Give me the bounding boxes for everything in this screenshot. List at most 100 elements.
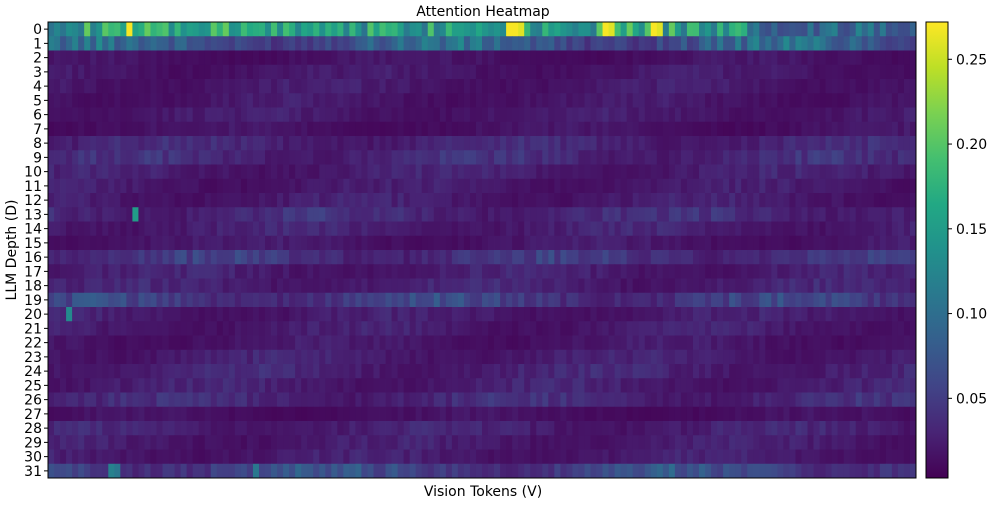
heatmap-cell [759,193,766,208]
heatmap-cell [614,207,622,222]
heatmap-cell [711,150,718,165]
heatmap-cell [614,150,622,165]
heatmap-cell [801,278,808,294]
heatmap-cell [355,349,362,365]
heatmap-cell [572,307,579,322]
heatmap-cell [132,121,139,137]
heatmap-cell [421,136,429,151]
heatmap-cell [307,193,314,208]
heatmap-cell [711,207,718,222]
heatmap-cell [771,93,778,108]
heatmap-cell [216,221,224,237]
heatmap-cell [48,421,55,436]
heatmap-cell [385,278,392,294]
heatmap-cell [674,235,682,251]
heatmap-cell [578,435,585,450]
heatmap-cell [765,79,772,94]
heatmap-cell [114,378,121,393]
heatmap-cell [735,207,742,222]
heatmap-cell [572,278,579,294]
heatmap-cell [650,221,658,237]
heatmap-cell [84,264,91,279]
heatmap-cell [48,364,55,379]
heatmap-cell [313,349,320,365]
heatmap-cell [204,121,212,137]
heatmap-cell [198,449,206,465]
heatmap-cell [258,107,266,123]
heatmap-cell [620,178,628,194]
heatmap-cell [530,150,537,165]
heatmap-cell [699,107,706,123]
heatmap-cell [482,463,489,479]
heatmap-cell [409,449,417,465]
heatmap-cell [48,235,55,251]
heatmap-cell [144,107,151,123]
heatmap-cell [861,22,869,37]
heatmap-cell [578,93,585,108]
heatmap-cell [843,93,851,108]
heatmap-cell [825,335,833,351]
heatmap-cell [891,264,899,279]
heatmap-cell [548,178,555,194]
heatmap-cell [283,307,290,322]
heatmap-cell [331,235,338,251]
heatmap-cell [355,307,362,322]
heatmap-cell [54,392,61,408]
heatmap-cell [367,193,374,208]
heatmap-cell [909,278,917,294]
heatmap-cell [265,364,272,379]
heatmap-cell [632,435,640,450]
heatmap-cell [397,250,405,265]
heatmap-cell [445,164,453,180]
heatmap-cell [578,235,585,251]
heatmap-cell [373,378,380,393]
heatmap-cell [144,121,151,137]
heatmap-cell [542,164,549,180]
heatmap-cell [373,463,380,479]
heatmap-cell [349,463,356,479]
heatmap-cell [855,36,863,51]
heatmap-cell [897,406,905,422]
heatmap-cell [699,50,706,66]
heatmap-cell [415,79,423,94]
heatmap-cell [66,22,73,37]
heatmap-cell [566,50,573,66]
heatmap-cell [72,64,79,80]
heatmap-cell [90,435,97,450]
heatmap-cell [488,321,495,336]
heatmap-cell [355,321,362,336]
heatmap-cell [566,335,573,351]
heatmap-cell [650,136,658,151]
heatmap-cell [240,93,248,108]
heatmap-cell [578,307,585,322]
heatmap-cell [723,121,730,137]
heatmap-cell [469,250,477,265]
heatmap-cell [650,64,658,80]
heatmap-cell [240,406,248,422]
heatmap-cell [246,378,254,393]
heatmap-cell [72,378,79,393]
heatmap-cell [186,449,194,465]
heatmap-cell [445,136,453,151]
heatmap-cell [283,93,290,108]
heatmap-cell [102,335,109,351]
heatmap-cell [409,121,417,137]
heatmap-cell [180,235,188,251]
heatmap-cell [668,64,676,80]
heatmap-cell [795,292,802,308]
heatmap-cell [488,36,495,51]
heatmap-cell [765,107,772,123]
heatmap-cell [885,178,893,194]
heatmap-cell [542,264,549,279]
heatmap-cell [705,364,712,379]
heatmap-cell [397,449,405,465]
heatmap-cell [873,164,881,180]
heatmap-cell [349,292,356,308]
heatmap-cell [415,107,423,123]
heatmap-cell [903,378,911,393]
heatmap-cell [403,36,411,51]
heatmap-cell [66,193,73,208]
heatmap-cell [108,307,115,322]
heatmap-cell [807,335,814,351]
heatmap-cell [349,178,356,194]
